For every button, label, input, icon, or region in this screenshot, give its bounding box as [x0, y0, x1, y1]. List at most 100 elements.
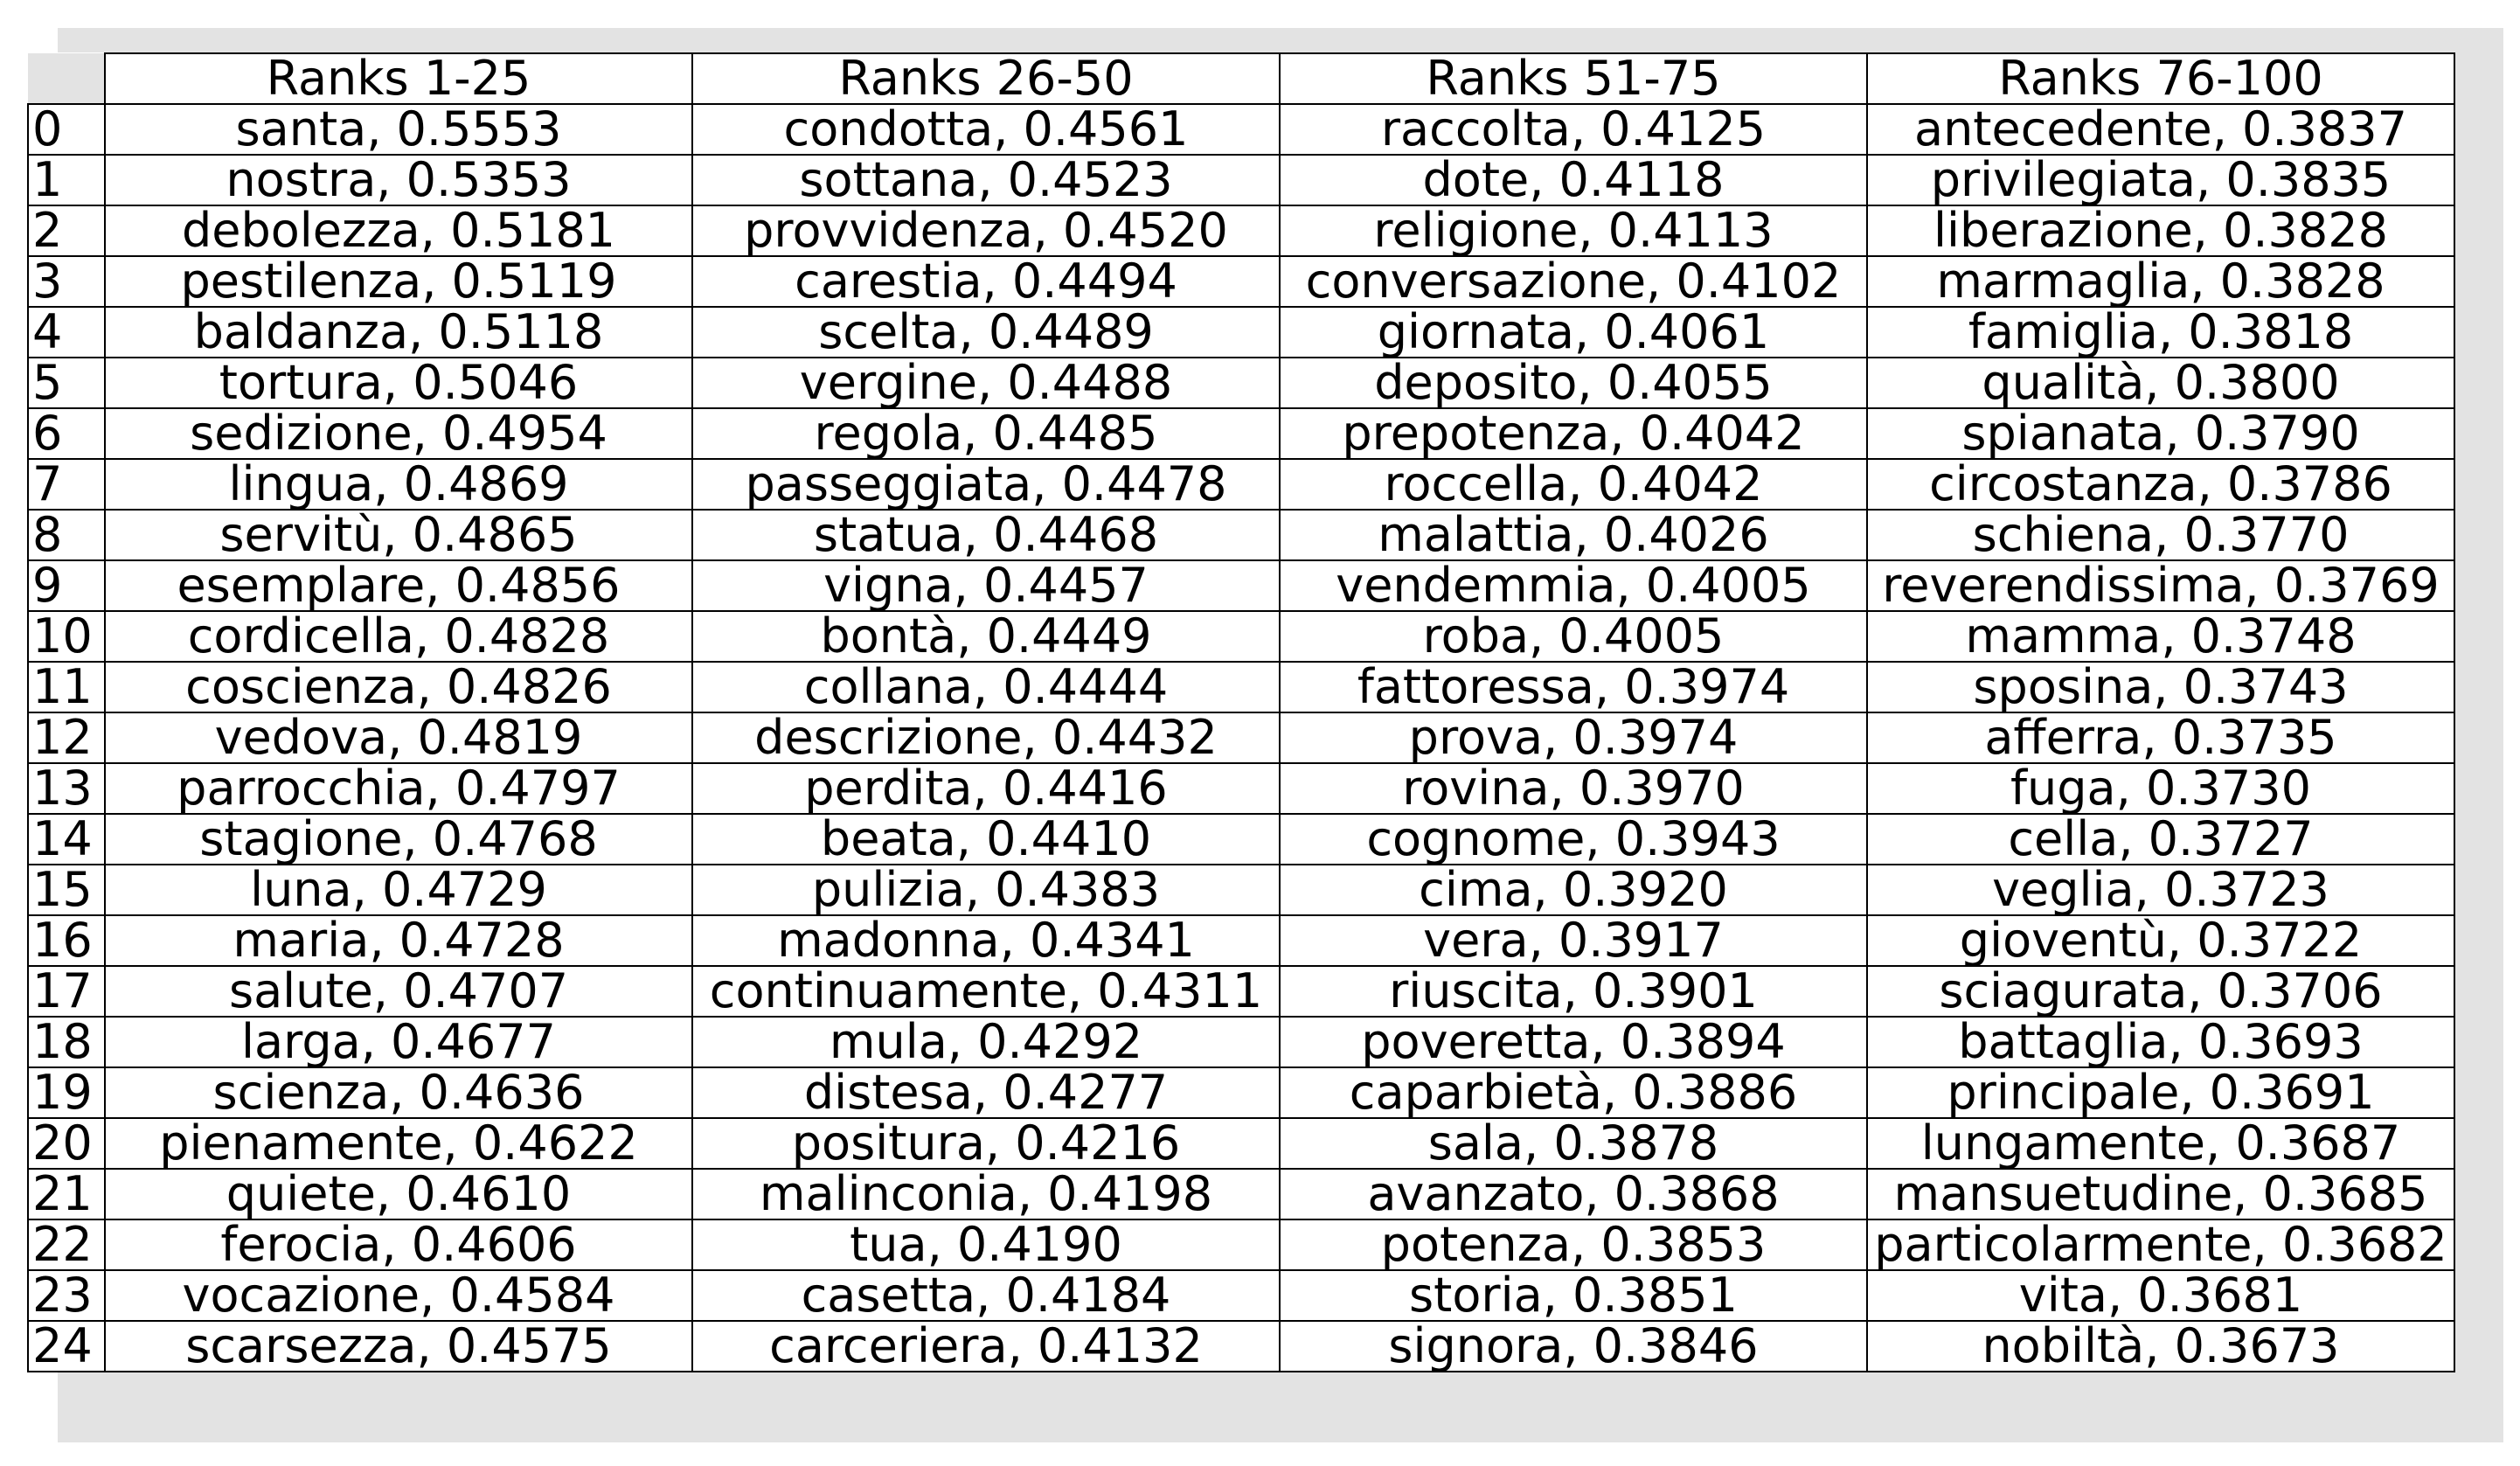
- table-cell: pienamente, 0.4622: [104, 1117, 693, 1170]
- table-cell: reverendissima, 0.3769: [1866, 559, 2455, 612]
- table-cell: carceriera, 0.4132: [691, 1320, 1281, 1372]
- table-row: 1 nostra, 0.5353 sottana, 0.4523 dote, 0.41…: [27, 154, 2455, 206]
- column-header-ranks-51-75: Ranks 51-75: [1279, 52, 1868, 105]
- table-cell: cordicella, 0.4828: [104, 610, 693, 663]
- row-index: 1: [27, 154, 106, 206]
- table-cell: passeggiata, 0.4478: [691, 458, 1281, 511]
- table-cell: baldanza, 0.5118: [104, 306, 693, 358]
- table-cell: conversazione, 0.4102: [1279, 255, 1868, 308]
- table-cell: vedova, 0.4819: [104, 712, 693, 764]
- table-cell: salute, 0.4707: [104, 965, 693, 1018]
- row-index: 2: [27, 205, 106, 257]
- table-cell: quiete, 0.4610: [104, 1168, 693, 1220]
- table-cell: potenza, 0.3853: [1279, 1219, 1868, 1271]
- table-cell: dote, 0.4118: [1279, 154, 1868, 206]
- table-cell: spianata, 0.3790: [1866, 407, 2455, 460]
- row-index: 9: [27, 559, 106, 612]
- table-cell: stagione, 0.4768: [104, 813, 693, 865]
- row-index: 22: [27, 1219, 106, 1271]
- table-cell: sottana, 0.4523: [691, 154, 1281, 206]
- table-cell: giornata, 0.4061: [1279, 306, 1868, 358]
- table-cell: vera, 0.3917: [1279, 914, 1868, 967]
- table-cell: cima, 0.3920: [1279, 864, 1868, 916]
- table-cell: parrocchia, 0.4797: [104, 762, 693, 815]
- table-cell: cognome, 0.3943: [1279, 813, 1868, 865]
- table-cell: madonna, 0.4341: [691, 914, 1281, 967]
- row-index: 20: [27, 1117, 106, 1170]
- table-cell: riuscita, 0.3901: [1279, 965, 1868, 1018]
- table-cell: malattia, 0.4026: [1279, 509, 1868, 561]
- row-index: 16: [27, 914, 106, 967]
- table-cell: roba, 0.4005: [1279, 610, 1868, 663]
- row-index: 3: [27, 255, 106, 308]
- table-cell: nostra, 0.5353: [104, 154, 693, 206]
- table-cell: scelta, 0.4489: [691, 306, 1281, 358]
- table-cell: scienza, 0.4636: [104, 1066, 693, 1119]
- table-row: 15 luna, 0.4729 pulizia, 0.4383 cima, 0.392…: [27, 864, 2455, 916]
- header-row: Ranks 1-25 Ranks 26-50 Ranks 51-75 Ranks…: [28, 52, 2455, 105]
- table-cell: mula, 0.4292: [691, 1016, 1281, 1068]
- row-index: 13: [27, 762, 106, 815]
- row-index: 5: [27, 357, 106, 409]
- table-row: 2 debolezza, 0.5181 provvidenza, 0.4520 rel…: [27, 205, 2455, 257]
- table-row: 10 cordicella, 0.4828 bontà, 0.4449 roba, 0…: [27, 610, 2455, 663]
- row-index: 23: [27, 1269, 106, 1322]
- table-cell: sala, 0.3878: [1279, 1117, 1868, 1170]
- table-cell: malinconia, 0.4198: [691, 1168, 1281, 1220]
- table-row: 4 baldanza, 0.5118 scelta, 0.4489 giornata,…: [27, 306, 2455, 358]
- table-cell: lungamente, 0.3687: [1866, 1117, 2455, 1170]
- table-cell: antecedente, 0.3837: [1866, 103, 2455, 156]
- table-cell: esemplare, 0.4856: [104, 559, 693, 612]
- row-index: 0: [27, 103, 106, 156]
- row-index: 24: [27, 1320, 106, 1372]
- table-cell: continuamente, 0.4311: [691, 965, 1281, 1018]
- table-cell: vergine, 0.4488: [691, 357, 1281, 409]
- column-header-ranks-26-50: Ranks 26-50: [691, 52, 1281, 105]
- table-row: 11 coscienza, 0.4826 collana, 0.4444 fattor…: [27, 661, 2455, 713]
- table-cell: fattoressa, 0.3974: [1279, 661, 1868, 713]
- table-cell: condotta, 0.4561: [691, 103, 1281, 156]
- row-index: 21: [27, 1168, 106, 1220]
- table-cell: provvidenza, 0.4520: [691, 205, 1281, 257]
- table-row: 5 tortura, 0.5046 vergine, 0.4488 deposito,…: [27, 357, 2455, 409]
- table-cell: santa, 0.5553: [104, 103, 693, 156]
- table-row: 6 sedizione, 0.4954 regola, 0.4485 prepoten…: [27, 407, 2455, 460]
- table-row: 12 vedova, 0.4819 descrizione, 0.4432 prova…: [27, 712, 2455, 764]
- table-cell: marmaglia, 0.3828: [1866, 255, 2455, 308]
- table-cell: famiglia, 0.3818: [1866, 306, 2455, 358]
- table-row: 18 larga, 0.4677 mula, 0.4292 poveretta, 0.…: [27, 1016, 2455, 1068]
- table-row: 23 vocazione, 0.4584 casetta, 0.4184 storia…: [27, 1269, 2455, 1322]
- table-row: 7 lingua, 0.4869 passeggiata, 0.4478 roccel…: [27, 458, 2455, 511]
- row-index: 17: [27, 965, 106, 1018]
- ranks-table: Ranks 1-25 Ranks 26-50 Ranks 51-75 Ranks…: [27, 52, 2455, 1372]
- table-cell: beata, 0.4410: [691, 813, 1281, 865]
- table-cell: casetta, 0.4184: [691, 1269, 1281, 1322]
- table-cell: perdita, 0.4416: [691, 762, 1281, 815]
- column-header-ranks-76-100: Ranks 76-100: [1866, 52, 2455, 105]
- table-cell: vendemmia, 0.4005: [1279, 559, 1868, 612]
- table-row: 16 maria, 0.4728 madonna, 0.4341 vera, 0.39…: [27, 914, 2455, 967]
- table-row: 14 stagione, 0.4768 beata, 0.4410 cognome, …: [27, 813, 2455, 865]
- row-index: 18: [27, 1016, 106, 1068]
- table-cell: debolezza, 0.5181: [104, 205, 693, 257]
- row-index: 14: [27, 813, 106, 865]
- table-cell: collana, 0.4444: [691, 661, 1281, 713]
- table-cell: signora, 0.3846: [1279, 1320, 1868, 1372]
- row-index: 8: [27, 509, 106, 561]
- table-cell: coscienza, 0.4826: [104, 661, 693, 713]
- row-index: 10: [27, 610, 106, 663]
- table-row: 17 salute, 0.4707 continuamente, 0.4311 riu…: [27, 965, 2455, 1018]
- header-corner: [28, 53, 105, 104]
- row-index: 11: [27, 661, 106, 713]
- table-cell: storia, 0.3851: [1279, 1269, 1868, 1322]
- table-cell: mamma, 0.3748: [1866, 610, 2455, 663]
- table-cell: vita, 0.3681: [1866, 1269, 2455, 1322]
- row-index: 6: [27, 407, 106, 460]
- table-cell: luna, 0.4729: [104, 864, 693, 916]
- table-cell: lingua, 0.4869: [104, 458, 693, 511]
- table-cell: prova, 0.3974: [1279, 712, 1868, 764]
- table-cell: roccella, 0.4042: [1279, 458, 1868, 511]
- table-cell: pulizia, 0.4383: [691, 864, 1281, 916]
- table-cell: mansuetudine, 0.3685: [1866, 1168, 2455, 1220]
- table-row: 24 scarsezza, 0.4575 carceriera, 0.4132 sig…: [27, 1320, 2455, 1372]
